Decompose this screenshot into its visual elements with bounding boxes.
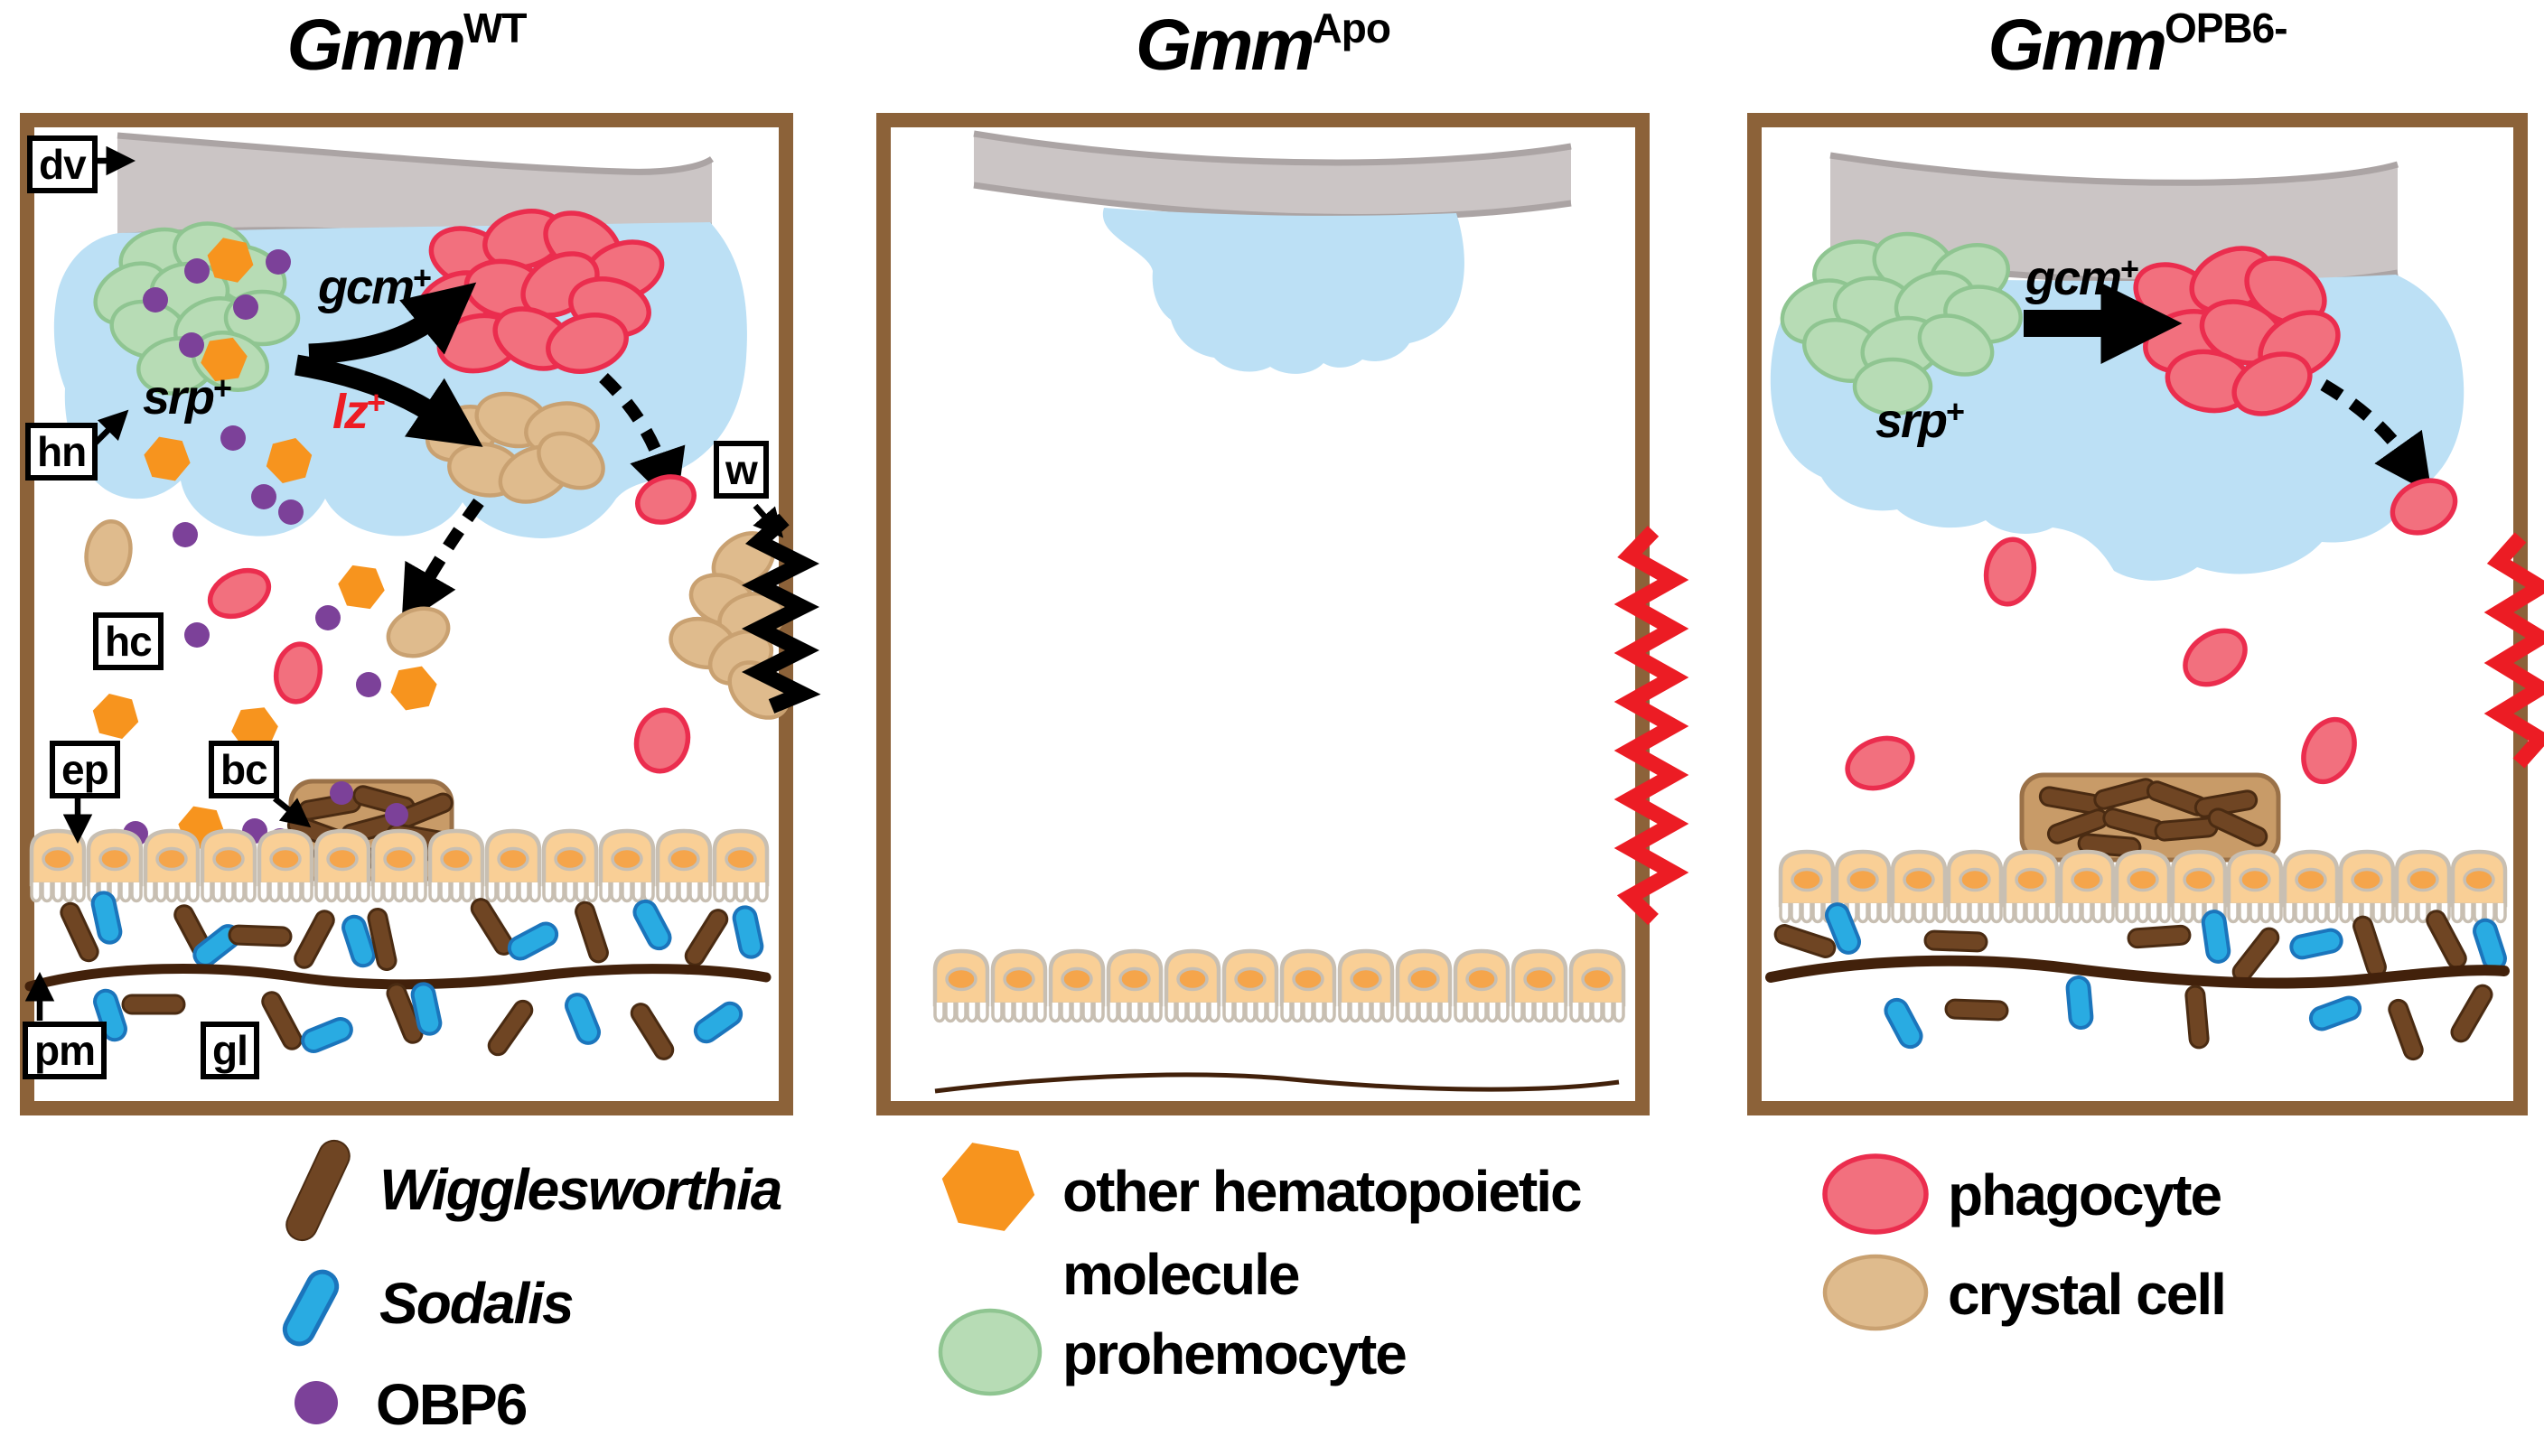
bc-arrow	[272, 796, 312, 828]
bacteriome-opb6	[2019, 772, 2281, 863]
legend-wigglesworthia: Wigglesworthia	[379, 1157, 782, 1222]
legend-phagocyte: phagocyte	[1948, 1162, 2222, 1227]
phagocyte-icon	[1822, 1153, 1929, 1235]
tag-peritrophic-matrix: pm	[23, 1022, 107, 1079]
legend-prohemocyte: prohemocyte	[1062, 1321, 1408, 1386]
lz-label-wt: lz+	[332, 384, 386, 439]
legend-sodalis: Sodalis	[379, 1271, 575, 1336]
tag-hemocoel: hc	[93, 612, 164, 670]
crystal-cell-icon	[1822, 1254, 1929, 1331]
inflammation-zigzag-opb6	[2483, 532, 2544, 769]
srp-label-opb6: srp+	[1875, 393, 1965, 448]
phagocyte-release-arrow-opb6	[2320, 378, 2432, 494]
wigglesworthia-icon	[285, 1139, 351, 1242]
circulating-cells-wt	[84, 474, 697, 774]
gcm-label-wt: gcm+	[318, 259, 432, 314]
tag-dorsal-vessel: dv	[27, 135, 98, 193]
legend-icons	[282, 1138, 1929, 1424]
tag-gut-lumen: gl	[201, 1022, 259, 1079]
obp6-dots-niche-wt	[143, 249, 291, 509]
peritrophic-matrix-opb6	[1765, 955, 2510, 989]
wound-zigzag-wt	[741, 513, 821, 714]
phagocyte-release-arrow-wt	[599, 372, 686, 509]
peritrophic-matrix-wt	[24, 964, 772, 992]
legend-other-molecule-line2: molecule	[1062, 1242, 1300, 1307]
tag-hematopoietic-niche: hn	[25, 423, 98, 481]
circulating-cells-opb6	[1845, 478, 2458, 791]
panel-wt-artwork	[20, 113, 821, 1115]
gcm-label-opb6: gcm+	[2025, 250, 2139, 305]
epithelium-opb6	[1781, 852, 2505, 922]
tag-bacteriome: bc	[209, 741, 279, 798]
tag-wound: w	[714, 441, 769, 499]
phagocyte-cluster-opb6	[2133, 246, 2341, 416]
hematopoietic-molecule-icon	[934, 1138, 1043, 1236]
gcm-arrow-wt	[308, 282, 477, 365]
panel-apo-artwork	[876, 113, 1689, 1115]
legend-crystal-cell: crystal cell	[1948, 1262, 2227, 1327]
hematopoietic-niche-apo	[1102, 208, 1464, 374]
panel-title-apo: GmmApo	[1136, 5, 1391, 85]
legend-obp6: OBP6	[376, 1372, 528, 1437]
panel-title-opb6: GmmOPB6-	[1988, 5, 2287, 85]
lz-arrow-wt	[295, 354, 483, 447]
crystal-release-arrow-wt	[401, 498, 484, 626]
panel-title-wt: GmmWT	[286, 5, 527, 85]
sodalis-icon	[282, 1269, 340, 1347]
w-arrow	[753, 503, 784, 538]
tag-epithelium: ep	[50, 741, 120, 798]
inflammation-zigzag-apo	[1613, 526, 1689, 926]
peritrophic-matrix-apo	[934, 1072, 1620, 1094]
panel-opb6-artwork	[1747, 113, 2544, 1115]
srp-label-wt: srp+	[143, 369, 232, 425]
prohemocyte-cluster-opb6	[1780, 231, 2023, 416]
legend-other-molecule-line1: other hematopoietic	[1062, 1159, 1583, 1224]
obp6-icon	[295, 1381, 338, 1424]
prohemocyte-icon	[938, 1308, 1043, 1396]
